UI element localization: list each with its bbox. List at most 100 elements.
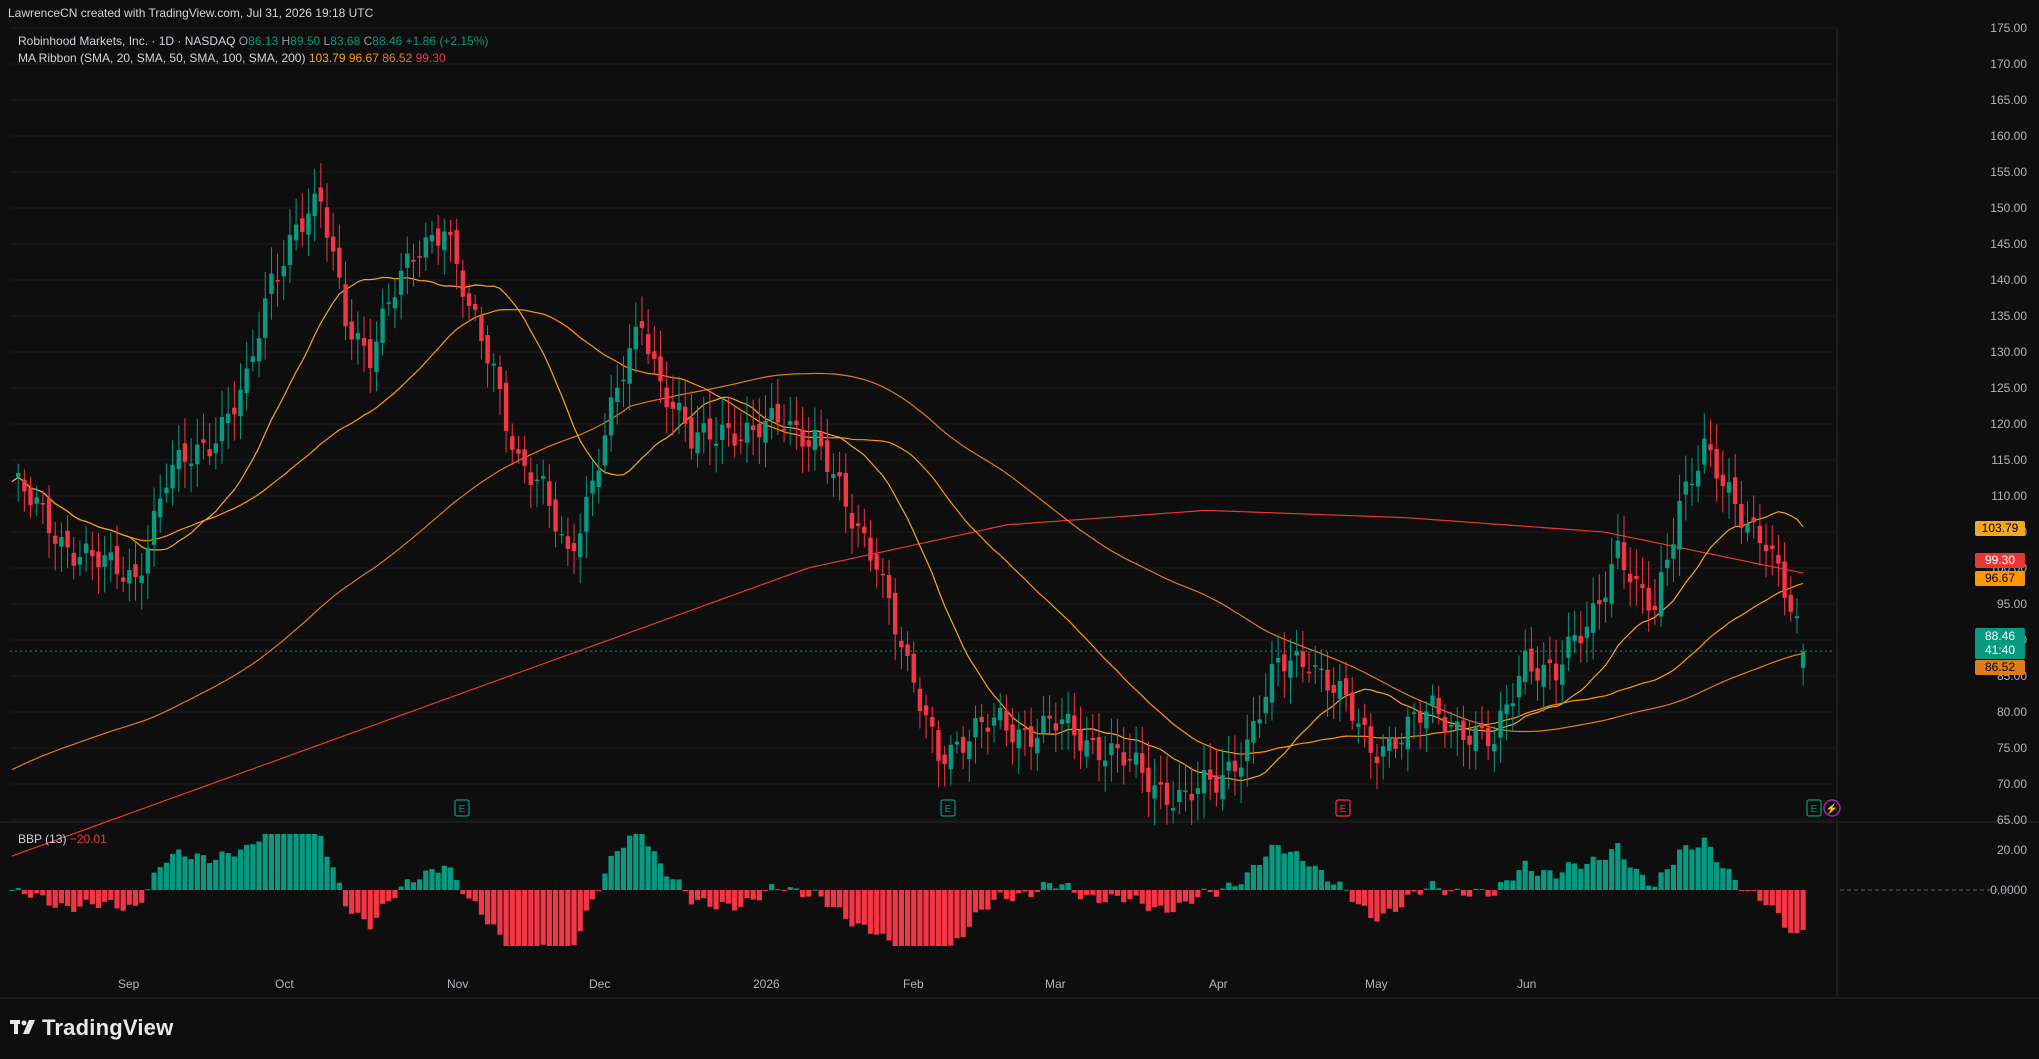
candle-body — [491, 363, 496, 366]
candle — [454, 218, 459, 290]
bbp-bar — [744, 890, 750, 899]
candle-body — [1374, 756, 1380, 763]
tradingview-logo[interactable]: TradingView — [10, 1015, 173, 1041]
candle — [985, 713, 991, 755]
bbp-bar — [1658, 872, 1664, 890]
candle-body — [1751, 517, 1756, 523]
candle — [707, 391, 713, 465]
bbp-bar — [676, 879, 682, 890]
candle — [1522, 629, 1528, 695]
candle-body — [1621, 542, 1627, 571]
candle-body — [293, 224, 299, 241]
candle — [281, 240, 286, 301]
bbp-bar — [274, 834, 281, 890]
candle — [991, 703, 997, 743]
candle-body — [948, 744, 953, 770]
candle-body — [337, 247, 342, 278]
chart-credit-bar: LawrenceCN created with TradingView.com,… — [0, 0, 2039, 26]
month-label: Oct — [275, 977, 294, 991]
bbp-bar — [966, 890, 972, 927]
month-label: Mar — [1045, 977, 1066, 991]
bbp-bar — [15, 888, 21, 890]
earnings-marker-box — [1806, 799, 1822, 817]
bbp-bar — [429, 869, 435, 890]
bbp-bar — [1324, 881, 1331, 890]
legend-symbol-row: Robinhood Markets, Inc. · 1D · NASDAQ O8… — [18, 34, 488, 48]
bbp-bar — [1485, 890, 1491, 897]
earnings-marker: E — [1806, 799, 1822, 817]
candle-body — [1541, 664, 1546, 687]
bbp-bar — [108, 890, 114, 900]
candle — [1294, 630, 1299, 678]
candle-body — [1257, 719, 1262, 724]
bbp-bar — [58, 890, 65, 904]
candle-body — [158, 498, 163, 518]
bbp-bar — [1121, 890, 1127, 903]
bbp-bar — [725, 890, 732, 904]
candle-body — [750, 425, 756, 431]
candle-body — [1479, 722, 1485, 729]
candle — [1417, 701, 1423, 750]
bbp-bar — [1300, 860, 1306, 890]
candle-body — [448, 231, 453, 236]
bbp-bar — [1615, 843, 1621, 890]
candle-body — [1337, 680, 1343, 700]
bbp-bar — [126, 890, 132, 905]
candle — [1498, 691, 1503, 763]
candle — [83, 526, 89, 572]
bbp-bar — [330, 867, 336, 890]
chart-canvas[interactable]: E E E E ⚡ — [0, 0, 2039, 1000]
candle — [293, 198, 299, 251]
candle-body — [510, 436, 515, 450]
ma50-path — [11, 308, 1804, 755]
candle-body — [862, 526, 867, 534]
last-price-value: 88.46 — [1984, 629, 2016, 643]
bbp-bar — [1213, 890, 1219, 897]
candle — [713, 417, 719, 473]
candle-body — [1350, 692, 1355, 721]
price-tick-label: 80.00 — [1996, 705, 2027, 719]
candle-body — [300, 218, 305, 232]
candle — [1782, 542, 1787, 616]
candle — [1547, 636, 1553, 690]
candle-body — [1677, 500, 1682, 550]
candle — [250, 329, 256, 372]
candle-body — [1646, 587, 1651, 611]
candle — [825, 418, 830, 484]
candle — [71, 536, 76, 580]
candle-body — [479, 315, 484, 342]
candle — [670, 375, 676, 436]
candle — [645, 309, 651, 364]
candle — [1004, 694, 1009, 747]
bbp-bar — [1244, 872, 1250, 890]
bbp-bar — [1059, 884, 1065, 890]
bbp-bar — [342, 890, 349, 907]
candle-body — [1343, 678, 1349, 696]
candle — [602, 413, 608, 475]
candle — [1170, 781, 1176, 824]
legend-high: 89.50 — [290, 34, 321, 48]
candle — [244, 341, 249, 411]
candle-body — [1757, 525, 1763, 544]
candle — [510, 423, 515, 465]
bbp-bar — [1559, 872, 1565, 890]
candle — [886, 559, 892, 625]
bbp-bar — [237, 849, 244, 890]
candle-body — [1090, 737, 1096, 741]
price-tick-label: 135.00 — [1990, 309, 2027, 323]
bbp-bar — [1232, 886, 1238, 890]
candle — [1516, 655, 1522, 717]
bbp-bar — [89, 890, 95, 905]
ma100-price-tag: 86.52 — [1975, 660, 2025, 675]
bbp-bar — [1139, 890, 1145, 904]
candle-body — [1380, 746, 1386, 757]
candle-body — [1294, 651, 1299, 656]
price-tick-label: 70.00 — [1996, 777, 2027, 791]
legend-ma-label: MA Ribbon (SMA, 20, SMA, 50, SMA, 100, S… — [18, 51, 306, 65]
candle — [1732, 453, 1738, 527]
candle-body — [1553, 663, 1559, 681]
bbp-bar — [837, 890, 843, 908]
candle — [1115, 719, 1120, 773]
candle — [843, 453, 848, 534]
candle — [40, 490, 46, 524]
